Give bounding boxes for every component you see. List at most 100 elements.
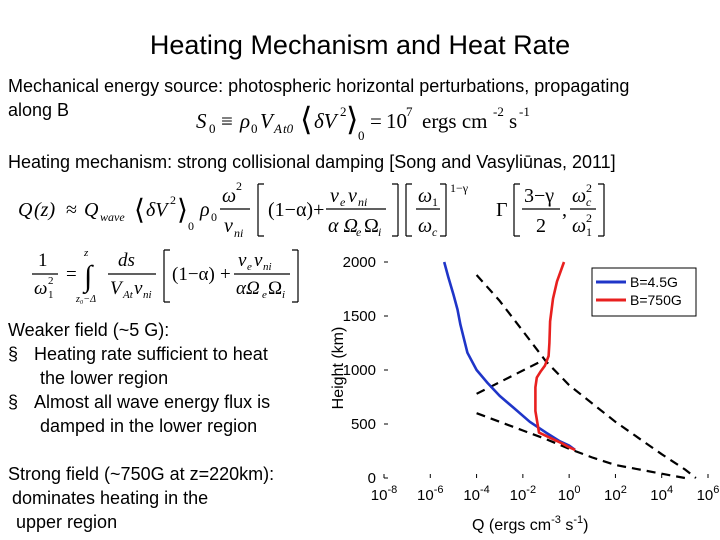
weak-field-bullet1-line2: the lower region	[40, 368, 169, 388]
s0-ten: 10	[386, 109, 407, 133]
x-axis-label-mid: s	[561, 517, 573, 534]
q-omegac2-sup: 2	[586, 181, 592, 195]
strong-field-line2: dominates heating in the	[12, 488, 209, 508]
legend-label: B=4.5G	[630, 274, 678, 290]
w-nu-ni: ν	[254, 250, 263, 271]
y-axis-label: Height (km)	[330, 327, 347, 410]
w-nu-ni-sub: ni	[263, 261, 272, 273]
weak-field-bullet1-line1: Heating rate sufficient to heat	[34, 344, 268, 364]
q-avg-sub: 0	[188, 219, 194, 233]
x-tick-label: 104	[650, 484, 673, 504]
q-rho-frac: ρ	[199, 199, 210, 221]
w-nu-sub: ni	[143, 289, 152, 301]
legend-box	[591, 267, 697, 317]
s0-v-sub-a: A	[273, 121, 282, 136]
w-integral: ∫	[82, 260, 94, 295]
q-omega-i: Ω	[364, 215, 379, 237]
s0-rho: ρ	[239, 109, 250, 133]
q-comma: ,	[562, 199, 567, 221]
q-omega-sub-e: e	[356, 225, 362, 239]
bullet-marker-1: §	[8, 344, 19, 364]
x-axis-label-end: )	[583, 517, 588, 534]
q-one-minus-alpha: (1−α)+	[268, 199, 324, 221]
w-omega-sup: 2	[48, 275, 54, 287]
q-omega1-sub: 1	[432, 195, 438, 209]
strong-field-line1: Strong field (~750G at z=220km):	[8, 464, 275, 484]
s0-avg-sub: 0	[358, 128, 365, 143]
dashed-reference-line	[476, 412, 686, 480]
strong-field-line3: upper region	[16, 512, 118, 532]
s0-units-s: s	[509, 109, 517, 133]
dashed-reference-line	[476, 360, 542, 395]
s0-equation: S 0 ≡ ρ 0 V A t0 ⟨ δV 2 ⟩ 0 = 10 7 ergs …	[196, 101, 530, 143]
q-vni-sub: ni	[234, 226, 243, 240]
y-tick-label: 2000	[343, 254, 376, 271]
s0-langle: ⟨	[300, 101, 312, 137]
s0-exp7: 7	[406, 104, 413, 119]
x-tick-label: 10-2	[510, 484, 536, 504]
s0-subscript: 0	[209, 121, 216, 136]
y-tick-label: 500	[351, 416, 376, 433]
q-three-minus-gamma: 3−γ	[524, 185, 554, 207]
slide-title: Heating Mechanism and Heat Rate	[149, 30, 571, 60]
x-tick-label: 10-4	[463, 484, 489, 504]
w-v: V	[110, 278, 124, 299]
omega-integral-equation: 1 ω 2 1 = z ∫ z₀−Δ ds V At ν ni (1−α) + …	[32, 247, 299, 305]
q-omegac: ω	[418, 215, 432, 237]
x-tick-label: 10-6	[417, 484, 443, 504]
w-nu: ν	[134, 278, 143, 299]
q-omegac2: ω	[572, 185, 586, 207]
q-equation: Q (z) ≈ Q wave ⟨ δV 2 ⟩ 0 ρ 0 ω 2 ν ni (…	[18, 179, 605, 240]
q-lhs-arg: (z)	[34, 199, 55, 221]
q-omegac2-sub: c	[586, 195, 592, 209]
w-omega: ω	[34, 278, 47, 299]
q-lhs: Q	[18, 199, 33, 221]
heating-mechanism-text: Heating mechanism: strong collisional da…	[8, 152, 616, 172]
q-omega-top: ω	[222, 185, 236, 207]
s0-equals: =	[370, 109, 382, 133]
w-omega-sub: 1	[48, 289, 54, 301]
w-equals: =	[66, 264, 77, 285]
x-tick-label: 10-8	[371, 484, 397, 504]
x-axis-label: Q (ergs cm-3 s-1)	[472, 514, 588, 534]
q-rho-sub: 0	[211, 210, 217, 224]
q-omega1b: ω	[572, 215, 586, 237]
w-plus: +	[220, 264, 231, 285]
x-tick-label: 100	[558, 484, 581, 504]
s0-rho-sub: 0	[251, 121, 258, 136]
q-two: 2	[536, 215, 546, 237]
q-rangle: ⟩	[177, 195, 188, 226]
x-axis-label-exp2: -1	[573, 514, 583, 526]
s0-equiv: ≡	[221, 109, 233, 133]
x-axis-label-main: Q (ergs cm	[472, 517, 551, 534]
q-omega1b-sub: 1	[586, 225, 592, 239]
dashed-reference-line	[475, 274, 697, 479]
q-wave: Q	[84, 199, 99, 221]
s0-v: V	[260, 109, 275, 133]
series-line-b-4-5g	[442, 261, 576, 451]
q-nu-e: ν	[330, 185, 339, 207]
s0-units-exp-m2: -2	[493, 104, 504, 119]
s0-symbol: S	[196, 109, 207, 133]
s0-units-ergs: ergs cm	[422, 109, 488, 133]
x-tick-label: 106	[697, 484, 720, 504]
x-tick-label: 102	[604, 484, 627, 504]
series-line-b-750g	[534, 261, 576, 452]
q-nu-ni-sub: ni	[358, 195, 367, 209]
w-omega-i-sub: i	[282, 289, 285, 301]
legend-label: B=750G	[630, 292, 682, 308]
w-ds: ds	[118, 250, 135, 271]
s0-rangle: ⟩	[346, 101, 358, 137]
s0-units-exp-m1: -1	[519, 104, 530, 119]
w-nu-e-sub: e	[247, 261, 252, 273]
weak-field-bullet2-line1: Almost all wave energy flux is	[34, 392, 271, 412]
q-omega-top-sup: 2	[236, 179, 242, 193]
energy-source-line2: along B	[8, 100, 70, 120]
q-omega1: ω	[418, 185, 432, 207]
svg-text:Q (ergs cm-3 s-1): Q (ergs cm-3 s-1)	[472, 514, 588, 534]
s0-delta-v: δV	[314, 109, 339, 133]
q-omega-sub-i: i	[378, 225, 381, 239]
weak-field-bullet2-line2: damped in the lower region	[40, 416, 258, 436]
q-vni: ν	[224, 215, 233, 237]
